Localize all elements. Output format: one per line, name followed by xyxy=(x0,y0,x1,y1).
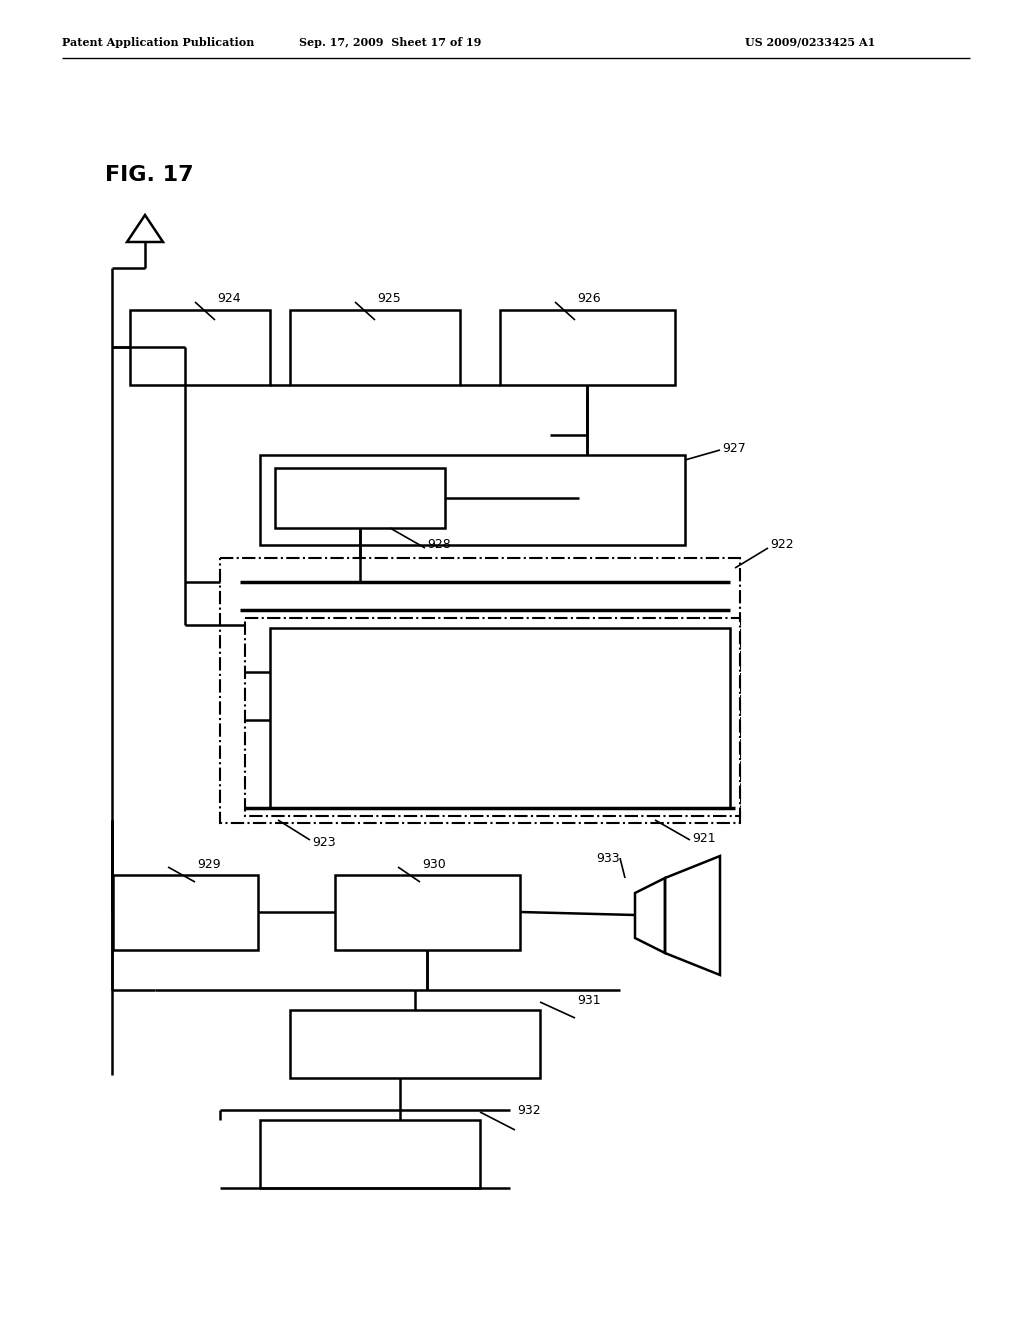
Text: 922: 922 xyxy=(770,539,794,552)
Text: Patent Application Publication: Patent Application Publication xyxy=(62,37,254,48)
Bar xyxy=(335,875,520,950)
Bar xyxy=(290,310,460,385)
Text: 931: 931 xyxy=(577,994,601,1006)
Bar xyxy=(500,310,675,385)
Bar xyxy=(220,558,740,822)
Bar xyxy=(260,455,685,545)
Bar xyxy=(113,875,258,950)
Text: 933: 933 xyxy=(596,851,620,865)
Text: FIG. 17: FIG. 17 xyxy=(105,165,194,185)
Text: 932: 932 xyxy=(517,1104,541,1117)
Text: 921: 921 xyxy=(692,832,716,845)
Text: 926: 926 xyxy=(577,292,601,305)
Text: 925: 925 xyxy=(377,292,400,305)
Bar xyxy=(275,469,445,528)
Bar xyxy=(270,628,730,808)
Text: US 2009/0233425 A1: US 2009/0233425 A1 xyxy=(744,37,876,48)
Text: 923: 923 xyxy=(312,837,336,850)
Bar xyxy=(130,310,270,385)
Text: 924: 924 xyxy=(217,292,241,305)
Text: 930: 930 xyxy=(422,858,445,871)
Bar xyxy=(245,618,740,816)
Text: 928: 928 xyxy=(427,539,451,552)
Text: 927: 927 xyxy=(722,441,745,454)
Text: Sep. 17, 2009  Sheet 17 of 19: Sep. 17, 2009 Sheet 17 of 19 xyxy=(299,37,481,48)
Text: 929: 929 xyxy=(197,858,220,871)
Bar xyxy=(290,1010,540,1078)
Bar xyxy=(260,1119,480,1188)
